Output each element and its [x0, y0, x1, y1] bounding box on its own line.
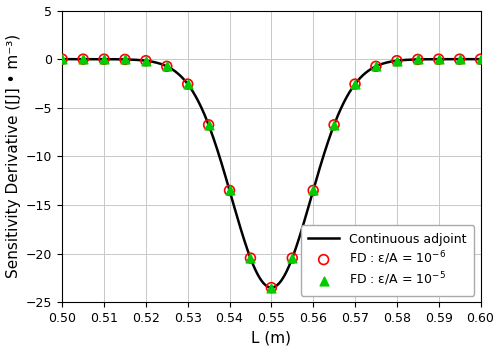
FD : ε/A = 10$^{-5}$: (0.51, -0.00332): ε/A = 10$^{-5}$: (0.51, -0.00332) — [100, 57, 108, 62]
FD : ε/A = 10$^{-6}$: (0.545, -20.5): ε/A = 10$^{-6}$: (0.545, -20.5) — [246, 255, 254, 261]
Line: Continuous adjoint: Continuous adjoint — [62, 59, 480, 287]
FD : ε/A = 10$^{-5}$: (0.545, -20.5): ε/A = 10$^{-5}$: (0.545, -20.5) — [246, 255, 254, 261]
FD : ε/A = 10$^{-5}$: (0.58, -0.161): ε/A = 10$^{-5}$: (0.58, -0.161) — [393, 58, 401, 64]
FD : ε/A = 10$^{-5}$: (0.5, -2.27e-05): ε/A = 10$^{-5}$: (0.5, -2.27e-05) — [58, 57, 66, 62]
FD : ε/A = 10$^{-6}$: (0.575, -0.737): ε/A = 10$^{-6}$: (0.575, -0.737) — [372, 64, 380, 69]
Continuous adjoint — [389, 59, 395, 64]
FD : ε/A = 10$^{-6}$: (0.54, -13.5): ε/A = 10$^{-6}$: (0.54, -13.5) — [226, 188, 234, 193]
FD : ε/A = 10$^{-6}$: (0.6, -2.27e-05): ε/A = 10$^{-6}$: (0.6, -2.27e-05) — [476, 57, 484, 62]
FD : ε/A = 10$^{-6}$: (0.565, -6.76): ε/A = 10$^{-6}$: (0.565, -6.76) — [330, 122, 338, 128]
FD : ε/A = 10$^{-5}$: (0.54, -13.5): ε/A = 10$^{-5}$: (0.54, -13.5) — [226, 188, 234, 193]
FD : ε/A = 10$^{-6}$: (0.59, -0.00332): ε/A = 10$^{-6}$: (0.59, -0.00332) — [434, 57, 442, 62]
Continuous adjoint — [252, 266, 258, 270]
Continuous adjoint — [478, 57, 484, 61]
FD : ε/A = 10$^{-6}$: (0.555, -20.5): ε/A = 10$^{-6}$: (0.555, -20.5) — [288, 255, 296, 261]
FD : ε/A = 10$^{-5}$: (0.53, -2.56): ε/A = 10$^{-5}$: (0.53, -2.56) — [184, 81, 192, 87]
Continuous adjoint — [80, 57, 86, 61]
FD : ε/A = 10$^{-5}$: (0.525, -0.737): ε/A = 10$^{-5}$: (0.525, -0.737) — [163, 64, 171, 69]
FD : ε/A = 10$^{-5}$: (0.565, -6.76): ε/A = 10$^{-5}$: (0.565, -6.76) — [330, 122, 338, 128]
FD : ε/A = 10$^{-5}$: (0.6, -2.27e-05): ε/A = 10$^{-5}$: (0.6, -2.27e-05) — [476, 57, 484, 62]
Continuous adjoint — [268, 285, 274, 290]
FD : ε/A = 10$^{-5}$: (0.55, -23.5): ε/A = 10$^{-5}$: (0.55, -23.5) — [268, 285, 276, 290]
FD : ε/A = 10$^{-5}$: (0.57, -2.56): ε/A = 10$^{-5}$: (0.57, -2.56) — [351, 81, 359, 87]
FD : ε/A = 10$^{-5}$: (0.52, -0.161): ε/A = 10$^{-5}$: (0.52, -0.161) — [142, 58, 150, 64]
Legend: Continuous adjoint, FD : ε/A = 10$^{-6}$, FD : ε/A = 10$^{-5}$: Continuous adjoint, FD : ε/A = 10$^{-6}$… — [300, 225, 474, 296]
FD : ε/A = 10$^{-6}$: (0.56, -13.5): ε/A = 10$^{-6}$: (0.56, -13.5) — [309, 188, 317, 193]
Continuous adjoint — [59, 57, 65, 61]
FD : ε/A = 10$^{-6}$: (0.5, -2.27e-05): ε/A = 10$^{-6}$: (0.5, -2.27e-05) — [58, 57, 66, 62]
Continuous adjoint — [466, 57, 471, 61]
FD : ε/A = 10$^{-5}$: (0.585, -0.0265): ε/A = 10$^{-5}$: (0.585, -0.0265) — [414, 57, 422, 62]
FD : ε/A = 10$^{-5}$: (0.505, -0.000315): ε/A = 10$^{-5}$: (0.505, -0.000315) — [79, 57, 87, 62]
FD : ε/A = 10$^{-5}$: (0.595, -0.000315): ε/A = 10$^{-5}$: (0.595, -0.000315) — [456, 57, 464, 62]
FD : ε/A = 10$^{-6}$: (0.57, -2.56): ε/A = 10$^{-6}$: (0.57, -2.56) — [351, 81, 359, 87]
FD : ε/A = 10$^{-5}$: (0.535, -6.76): ε/A = 10$^{-5}$: (0.535, -6.76) — [204, 122, 212, 128]
FD : ε/A = 10$^{-6}$: (0.515, -0.0265): ε/A = 10$^{-6}$: (0.515, -0.0265) — [121, 57, 129, 62]
FD : ε/A = 10$^{-6}$: (0.58, -0.161): ε/A = 10$^{-6}$: (0.58, -0.161) — [393, 58, 401, 64]
FD : ε/A = 10$^{-6}$: (0.505, -0.000315): ε/A = 10$^{-6}$: (0.505, -0.000315) — [79, 57, 87, 62]
FD : ε/A = 10$^{-5}$: (0.56, -13.5): ε/A = 10$^{-5}$: (0.56, -13.5) — [309, 188, 317, 193]
FD : ε/A = 10$^{-5}$: (0.59, -0.00332): ε/A = 10$^{-5}$: (0.59, -0.00332) — [434, 57, 442, 62]
FD : ε/A = 10$^{-6}$: (0.585, -0.0265): ε/A = 10$^{-6}$: (0.585, -0.0265) — [414, 57, 422, 62]
FD : ε/A = 10$^{-5}$: (0.575, -0.737): ε/A = 10$^{-5}$: (0.575, -0.737) — [372, 64, 380, 69]
FD : ε/A = 10$^{-5}$: (0.555, -20.5): ε/A = 10$^{-5}$: (0.555, -20.5) — [288, 255, 296, 261]
FD : ε/A = 10$^{-6}$: (0.535, -6.76): ε/A = 10$^{-6}$: (0.535, -6.76) — [204, 122, 212, 128]
FD : ε/A = 10$^{-6}$: (0.51, -0.00332): ε/A = 10$^{-6}$: (0.51, -0.00332) — [100, 57, 108, 62]
X-axis label: L (m): L (m) — [252, 330, 292, 345]
FD : ε/A = 10$^{-6}$: (0.525, -0.737): ε/A = 10$^{-6}$: (0.525, -0.737) — [163, 64, 171, 69]
FD : ε/A = 10$^{-5}$: (0.515, -0.0265): ε/A = 10$^{-5}$: (0.515, -0.0265) — [121, 57, 129, 62]
FD : ε/A = 10$^{-6}$: (0.52, -0.161): ε/A = 10$^{-6}$: (0.52, -0.161) — [142, 58, 150, 64]
FD : ε/A = 10$^{-6}$: (0.595, -0.000315): ε/A = 10$^{-6}$: (0.595, -0.000315) — [456, 57, 464, 62]
Continuous adjoint — [262, 283, 268, 287]
FD : ε/A = 10$^{-6}$: (0.55, -23.5): ε/A = 10$^{-6}$: (0.55, -23.5) — [268, 285, 276, 290]
Y-axis label: Sensitivity Derivative ([J] • m⁻³): Sensitivity Derivative ([J] • m⁻³) — [6, 34, 20, 278]
Continuous adjoint — [466, 57, 471, 61]
FD : ε/A = 10$^{-6}$: (0.53, -2.56): ε/A = 10$^{-6}$: (0.53, -2.56) — [184, 81, 192, 87]
